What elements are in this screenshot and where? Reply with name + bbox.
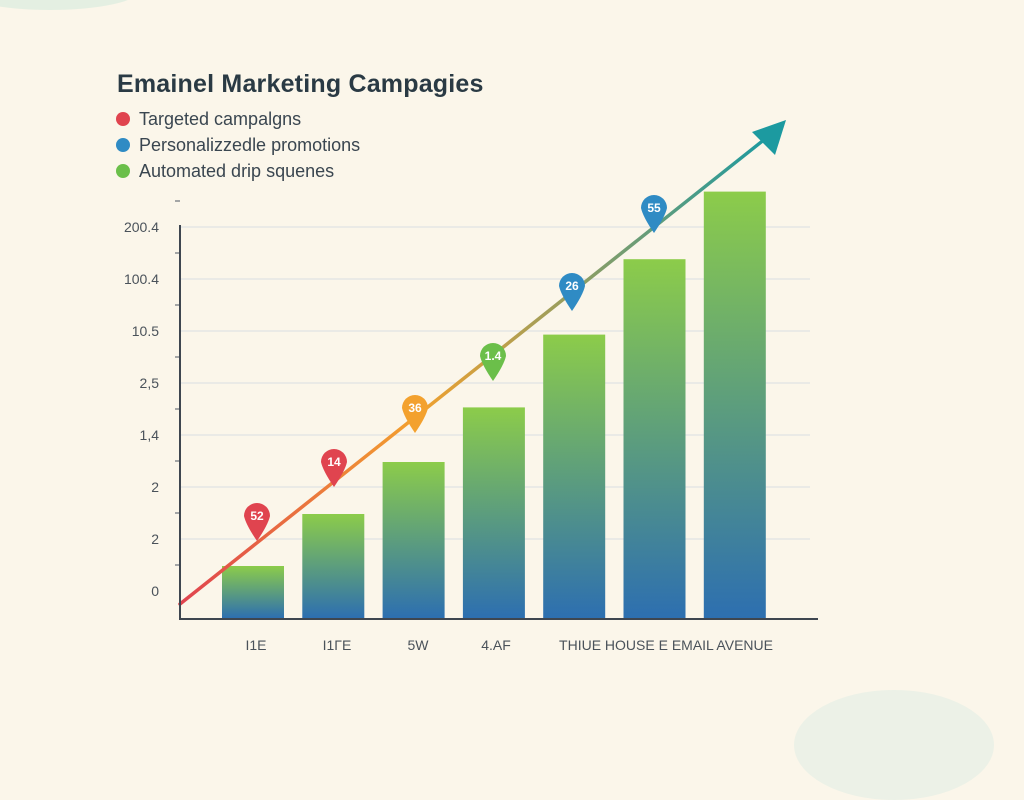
bars [222, 191, 766, 618]
y-tick-label: 200.4 [124, 219, 159, 235]
value-marker: 36 [402, 394, 429, 433]
bar [543, 334, 606, 618]
legend-marker-green [116, 164, 130, 178]
map-pin-icon [641, 195, 667, 233]
x-tick-label: I1ΓE [323, 637, 352, 653]
legend-label: Automated drip squenes [139, 160, 335, 181]
bar [703, 191, 766, 618]
bar [302, 514, 365, 618]
legend-marker-red [116, 112, 130, 126]
y-tick-label: 0 [151, 583, 159, 599]
x-axis-ticks: I1E I1ΓE 5W 4.AF THIUE HOUSE E EMAIL AVENUE [245, 637, 772, 653]
marker-label: 55 [647, 201, 661, 215]
chart-legend: Targeted campalgns Personalizzedle promo… [116, 108, 360, 182]
map-pin-icon [321, 449, 347, 487]
legend-label: Targeted campalgns [139, 108, 302, 129]
x-tick-label: 5W [408, 637, 430, 653]
value-marker: 55 [641, 195, 667, 233]
value-marker: 52 [244, 503, 270, 541]
legend-label: Personalizzedle promotions [139, 134, 361, 155]
y-tick-label: 100.4 [124, 271, 159, 287]
x-tick-label: I1E [245, 637, 266, 653]
bar [623, 259, 686, 618]
marker-label: 36 [408, 401, 422, 415]
map-pin-icon [402, 394, 429, 433]
background-decoration-top [0, 0, 140, 10]
marker-label: 52 [250, 509, 264, 523]
legend-marker-blue [116, 138, 130, 152]
map-pin-icon [244, 503, 270, 541]
marker-label: 26 [565, 279, 579, 293]
bar [382, 462, 445, 618]
y-tick-label: 2 [151, 479, 159, 495]
trend-arrow [178, 120, 786, 606]
marker-label: 14 [327, 455, 341, 469]
legend-item-personalized: Personalizzedle promotions [116, 134, 360, 156]
value-markers: 52 14 36 1.4 26 55 [244, 195, 667, 541]
bar [462, 407, 525, 618]
arrow-head-icon [752, 120, 786, 155]
map-pin-icon [559, 273, 585, 311]
value-marker: 14 [321, 449, 347, 487]
bar-chart: 0 2 2 1,4 2,5 10.5 100.4 200.4 52 14 36 1.4 26 55 I1… [124, 120, 818, 653]
x-tick-label: 4.AF [481, 637, 511, 653]
trend-line [178, 133, 772, 606]
y-tick-label: 1,4 [140, 427, 160, 443]
chart-title: Emainel Marketing Campagies [117, 70, 484, 98]
axes [179, 225, 818, 620]
value-marker: 1.4 [480, 343, 506, 381]
y-tick-label: 2 [151, 531, 159, 547]
bar [222, 566, 284, 618]
y-tick-label: 10.5 [132, 323, 159, 339]
x-tick-label: THIUE HOUSE E EMAIL AVENUE [559, 637, 773, 653]
marker-label: 1.4 [485, 349, 502, 363]
legend-item-targeted: Targeted campalgns [116, 108, 360, 130]
y-axis-ticks: 0 2 2 1,4 2,5 10.5 100.4 200.4 [124, 200, 180, 599]
y-tick-label: 2,5 [140, 375, 160, 391]
value-marker: 26 [559, 273, 585, 311]
map-pin-icon [480, 343, 506, 381]
legend-item-automated: Automated drip squenes [116, 160, 360, 182]
